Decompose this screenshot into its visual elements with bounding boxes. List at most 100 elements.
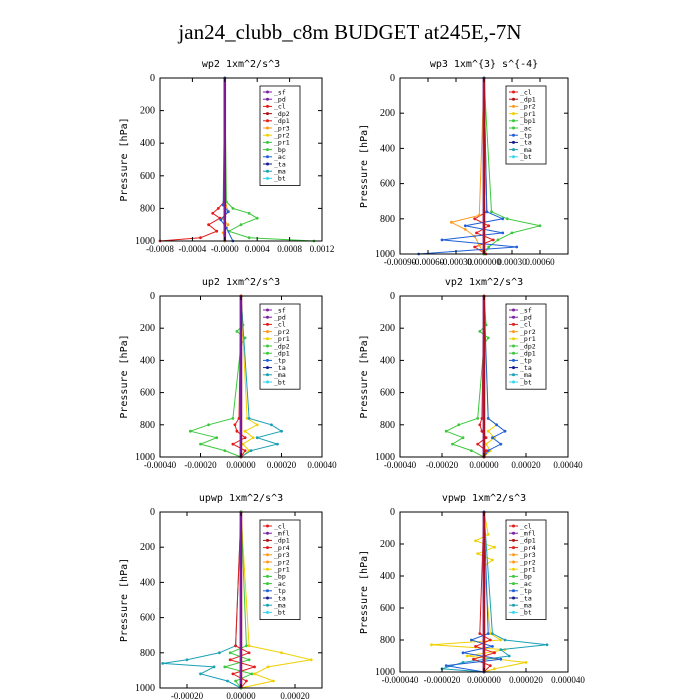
series-point — [491, 558, 494, 562]
x-tick-label: -0.0004 — [179, 244, 207, 254]
series-point — [486, 449, 490, 452]
legend-marker — [266, 373, 269, 377]
series-point — [199, 236, 202, 240]
x-tick-label: 0.000040 — [551, 675, 585, 685]
y-tick-label: 400 — [380, 355, 395, 366]
legend-marker — [512, 553, 515, 557]
legend-label: _cl — [274, 522, 286, 530]
y-tick-label: 1000 — [135, 452, 155, 463]
series-point — [228, 658, 232, 662]
series-point — [249, 449, 253, 452]
legend-marker — [512, 90, 515, 94]
legend-marker — [266, 553, 269, 557]
legend-label: _pd — [274, 96, 286, 104]
legend-marker — [266, 90, 269, 94]
x-tick-label: 0.00030 — [497, 257, 527, 267]
series-point — [538, 224, 542, 228]
y-axis-label: Pressure [hPa] — [359, 550, 370, 634]
y-tick-label: 800 — [380, 635, 395, 646]
series-point — [505, 217, 509, 221]
legend-label: _ac — [274, 580, 286, 588]
legend-label: _bp — [274, 146, 286, 154]
series-point — [491, 632, 494, 635]
legend-label: _sf — [520, 306, 532, 314]
y-tick-label: 800 — [380, 214, 395, 225]
legend-marker — [512, 119, 515, 123]
series-point — [243, 336, 247, 340]
series-point — [480, 417, 484, 420]
chart-panel-5: 0 200 400 600 800 1000 -0.00020 0.00000 0.00020 P… — [119, 493, 323, 700]
series-point — [465, 654, 469, 658]
legend-marker — [512, 112, 515, 116]
series-point — [245, 417, 249, 420]
legend-marker — [266, 589, 269, 593]
x-tick-label: -0.00020 — [426, 460, 459, 470]
series-point — [493, 545, 496, 549]
legend-label: _pr1 — [520, 566, 536, 574]
y-tick-label: 600 — [140, 388, 155, 399]
legend-label: _dp1 — [274, 117, 290, 125]
series-line — [240, 511, 312, 689]
series-line — [222, 511, 254, 689]
x-tick-label: 0.0012 — [310, 244, 335, 254]
series-point — [430, 643, 433, 647]
series-point — [228, 651, 232, 655]
series-point — [486, 429, 490, 433]
series-point — [239, 223, 243, 227]
legend-label: _ac — [274, 153, 286, 161]
series-line — [188, 295, 246, 458]
legend-label: _bp — [520, 573, 532, 581]
x-tick-label: 0.00000 — [226, 460, 256, 470]
series-point — [480, 429, 484, 433]
series-point — [280, 651, 283, 655]
legend-marker — [266, 112, 269, 116]
series-line — [418, 77, 517, 255]
y-tick-label: 800 — [140, 420, 155, 431]
legend-label: _ac — [520, 124, 532, 132]
series-point — [457, 423, 461, 427]
legend-label: _pr1 — [274, 566, 290, 574]
legend-marker — [266, 133, 269, 137]
series-point — [486, 417, 490, 420]
series-line — [483, 295, 506, 458]
series-point — [223, 665, 227, 669]
series-point — [255, 216, 259, 220]
legend-label: _ma — [274, 168, 286, 176]
series-point — [478, 423, 482, 427]
legend-marker — [512, 524, 515, 528]
series-point — [486, 336, 490, 340]
legend-label: _pd — [520, 314, 532, 322]
legend-label: _dp1 — [520, 350, 536, 358]
series-point — [218, 651, 221, 655]
y-axis-label: Pressure [hPa] — [119, 117, 130, 201]
series-line — [240, 295, 283, 458]
y-tick-label: 0 — [390, 507, 395, 518]
series-point — [503, 429, 507, 433]
x-tick-label: 0.00000 — [226, 691, 256, 700]
y-tick-label: 1000 — [375, 667, 395, 678]
y-tick-label: 800 — [140, 648, 155, 659]
series-point — [253, 672, 256, 676]
y-tick-label: 200 — [140, 542, 155, 553]
legend-marker — [512, 140, 515, 144]
series-point — [501, 217, 505, 221]
legend-marker — [266, 574, 269, 578]
series-point — [231, 442, 235, 446]
legend-marker — [266, 560, 269, 564]
panel-title: vpwp 1xm^2/s^3 — [442, 493, 526, 504]
legend-label: _sf — [274, 306, 286, 314]
series-point — [199, 672, 202, 676]
legend-marker — [512, 126, 515, 130]
panel-title: wp2 1xm^2/s^3 — [202, 59, 280, 70]
legend-marker — [266, 97, 269, 101]
x-tick-label: 0.00020 — [511, 460, 541, 470]
series-point — [161, 662, 165, 665]
series-point — [475, 231, 478, 235]
chart-panel-3: 0 200 400 600 800 1000-0.00040 -0.00020 0.00000… — [119, 277, 337, 470]
series-point — [449, 220, 453, 224]
legend-label: _pr2 — [520, 328, 536, 336]
series-point — [189, 429, 192, 433]
legend-marker — [512, 315, 515, 319]
legend-label: _pr4 — [520, 544, 536, 552]
series-line — [228, 511, 257, 689]
